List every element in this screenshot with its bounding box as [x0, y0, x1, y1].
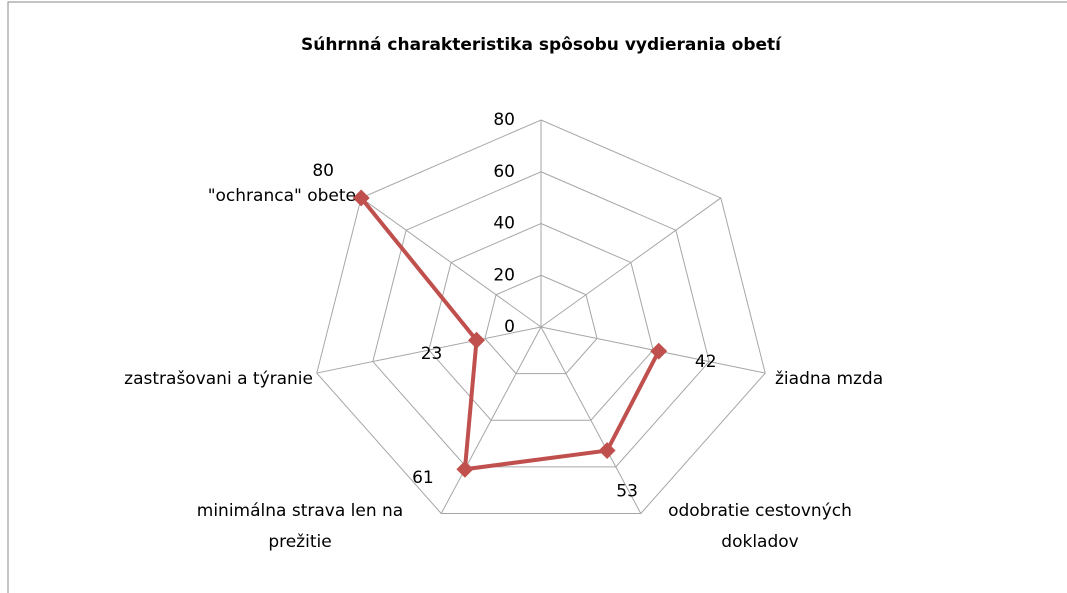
- spoke: [540, 326, 642, 514]
- tick-label: 60: [493, 162, 515, 182]
- category-label: minimálna strava len na prežitie: [196, 501, 404, 552]
- tick-label: 40: [493, 214, 515, 234]
- tick-label: 20: [493, 265, 515, 285]
- spoke: [440, 326, 542, 514]
- tick-label: 80: [493, 110, 515, 130]
- category-label: zastrašovani a týranie: [124, 369, 313, 389]
- chart-title: Súhrnná charakteristika spôsobu vydieran…: [301, 35, 782, 55]
- frame: [7, 1, 1067, 593]
- value-label: 23: [421, 344, 443, 364]
- category-label: "ochranca" obete: [207, 186, 356, 206]
- grid-line: [372, 171, 710, 468]
- marker: [456, 460, 474, 478]
- spoke: [360, 197, 542, 328]
- value-label: 53: [616, 482, 638, 502]
- spoke: [540, 197, 722, 328]
- grid-line: [484, 274, 598, 375]
- marker: [468, 331, 486, 349]
- grid-line: [428, 222, 654, 421]
- value-label: 80: [312, 161, 334, 181]
- tick-label: 0: [504, 317, 515, 337]
- spoke: [316, 326, 542, 374]
- value-label: 61: [412, 468, 434, 488]
- grid-line: [316, 119, 766, 515]
- category-label: žiadna mzda: [775, 369, 884, 389]
- marker: [352, 189, 370, 207]
- category-label: odobratie cestovných dokladov: [668, 501, 852, 552]
- value-label: 42: [695, 352, 717, 372]
- marker: [598, 442, 616, 460]
- marker: [650, 342, 668, 360]
